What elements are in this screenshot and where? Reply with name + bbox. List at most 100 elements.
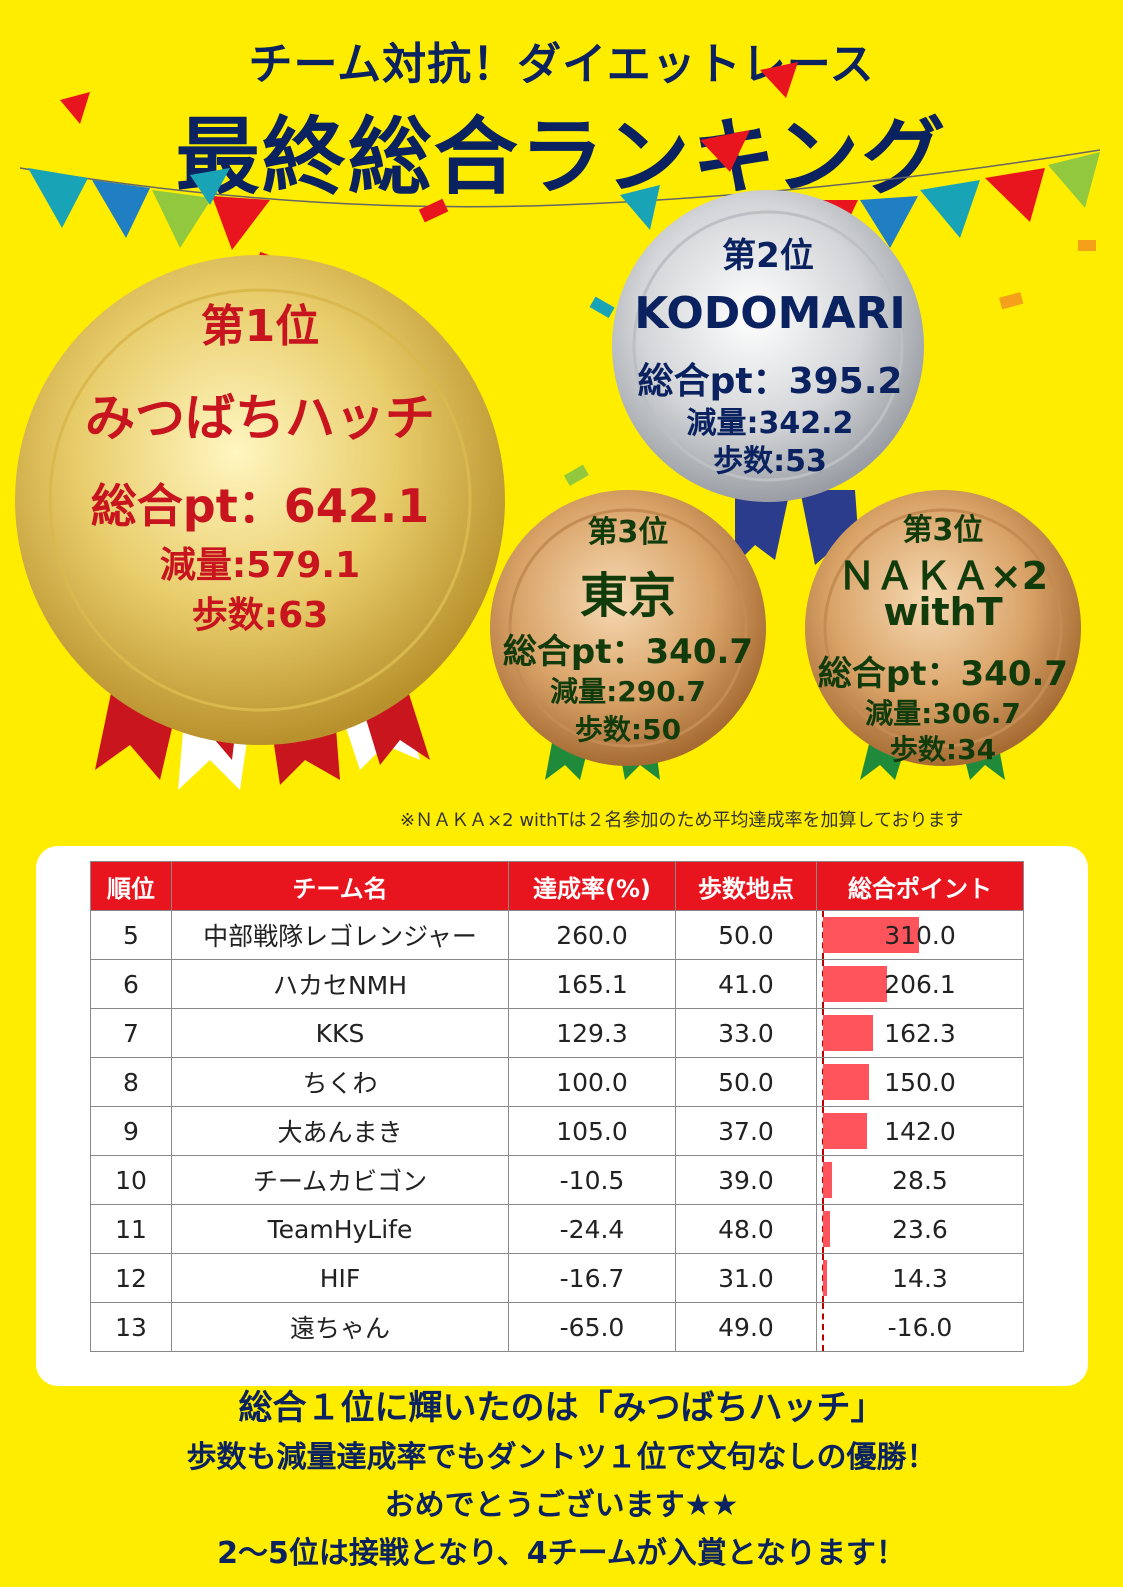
points-bar <box>823 1211 830 1247</box>
table-row: 6 ハカセNMH 165.1 41.0 206.1 <box>90 959 1024 1009</box>
silver-weight: 減量:342.2 <box>686 406 854 441</box>
rate-cell: 260.0 <box>508 910 676 960</box>
team-cell: ちくわ <box>171 1057 509 1107</box>
steps-cell: 49.0 <box>675 1302 817 1352</box>
table-row: 5 中部戦隊レゴレンジャー 260.0 50.0 310.0 <box>90 910 1024 960</box>
rate-cell: 100.0 <box>508 1057 676 1107</box>
rate-cell: -24.4 <box>508 1204 676 1254</box>
rank-cell: 7 <box>90 1008 172 1058</box>
silver-rank: 第2位 <box>722 236 814 276</box>
rank-cell: 12 <box>90 1253 172 1303</box>
points-value: 162.3 <box>884 1018 956 1048</box>
points-bar <box>823 1162 832 1198</box>
team-cell: 中部戦隊レゴレンジャー <box>171 910 509 960</box>
steps-cell: 50.0 <box>675 1057 817 1107</box>
bronze1-total: 総合pt：340.7 <box>502 632 754 672</box>
gold-weight: 減量:579.1 <box>159 545 361 586</box>
bronze1-weight: 減量:290.7 <box>550 675 706 708</box>
table-row: 13 遠ちゃん -65.0 49.0 -16.0 <box>90 1302 1024 1352</box>
bronze1-steps: 歩数:50 <box>574 713 682 746</box>
gold-medal-icon <box>15 255 505 745</box>
points-cell: 150.0 <box>816 1057 1024 1107</box>
rate-cell: 105.0 <box>508 1106 676 1156</box>
points-cell: -16.0 <box>816 1302 1024 1352</box>
points-cell: 28.5 <box>816 1155 1024 1205</box>
team-cell: TeamHyLife <box>171 1204 509 1254</box>
rank-cell: 13 <box>90 1302 172 1352</box>
points-bar <box>823 1015 873 1051</box>
team-cell: KKS <box>171 1008 509 1058</box>
silver-team: KODOMARI <box>634 288 906 339</box>
points-cell: 142.0 <box>816 1106 1024 1156</box>
table-row: 7 KKS 129.3 33.0 162.3 <box>90 1008 1024 1058</box>
bronze-medal-icon <box>805 490 1081 766</box>
bronze-medal-icon <box>490 490 766 766</box>
silver-total: 総合pt：395.2 <box>637 361 903 402</box>
footer-line-4: 2〜5位は接戦となり、4チームが入賞となります！ <box>217 1536 906 1571</box>
points-value: 150.0 <box>884 1067 956 1097</box>
page-title: 最終総合ランキング <box>175 108 948 206</box>
bronze2-total: 総合pt：340.7 <box>817 654 1069 694</box>
table-row: 12 HIF -16.7 31.0 14.3 <box>90 1253 1024 1303</box>
team-cell: HIF <box>171 1253 509 1303</box>
rank-cell: 11 <box>90 1204 172 1254</box>
points-cell: 162.3 <box>816 1008 1024 1058</box>
points-value: 206.1 <box>884 969 956 999</box>
points-bar <box>823 1260 827 1296</box>
points-cell: 206.1 <box>816 959 1024 1009</box>
rank-cell: 10 <box>90 1155 172 1205</box>
rate-cell: -10.5 <box>508 1155 676 1205</box>
rank-cell: 9 <box>90 1106 172 1156</box>
column-header-rate: 達成率(%) <box>508 861 676 911</box>
points-cell: 310.0 <box>816 910 1024 960</box>
points-value: 23.6 <box>892 1214 948 1244</box>
bronze1-team: 東京 <box>579 568 676 624</box>
subtitle: チーム対抗！ダイエットレース <box>248 39 875 90</box>
rate-cell: -16.7 <box>508 1253 676 1303</box>
points-cell: 14.3 <box>816 1253 1024 1303</box>
bronze2-steps: 歩数:34 <box>889 733 997 766</box>
points-value: 310.0 <box>884 920 956 950</box>
rate-cell: 129.3 <box>508 1008 676 1058</box>
points-bar <box>823 966 887 1002</box>
points-value: -16.0 <box>887 1312 953 1342</box>
gold-total: 総合pt：642.1 <box>90 479 430 533</box>
decoration-layer <box>19 62 1101 790</box>
points-value: 142.0 <box>884 1116 956 1146</box>
team-cell: ハカセNMH <box>171 959 509 1009</box>
points-value: 28.5 <box>892 1165 948 1195</box>
team-cell: 遠ちゃん <box>171 1302 509 1352</box>
table-row: 9 大あんまき 105.0 37.0 142.0 <box>90 1106 1024 1156</box>
steps-cell: 33.0 <box>675 1008 817 1058</box>
steps-cell: 31.0 <box>675 1253 817 1303</box>
steps-cell: 39.0 <box>675 1155 817 1205</box>
bronze2-rank: 第3位 <box>902 513 984 548</box>
team-cell: チームカビゴン <box>171 1155 509 1205</box>
bronze2-weight: 減量:306.7 <box>865 697 1021 730</box>
column-header-points: 総合ポイント <box>816 861 1024 911</box>
rate-cell: -65.0 <box>508 1302 676 1352</box>
table-row: 8 ちくわ 100.0 50.0 150.0 <box>90 1057 1024 1107</box>
steps-cell: 48.0 <box>675 1204 817 1254</box>
gold-rank: 第1位 <box>200 301 320 352</box>
bar-axis <box>822 1303 824 1351</box>
silver-medal-icon <box>612 190 924 502</box>
column-header-steps: 歩数地点 <box>675 861 817 911</box>
bronze2-team-line2: withT <box>883 590 1003 634</box>
gold-steps: 歩数:63 <box>191 595 329 636</box>
footer-line-3: おめでとうございます★★ <box>384 1488 739 1523</box>
points-cell: 23.6 <box>816 1204 1024 1254</box>
ranking-table: 順位 チーム名 達成率(%) 歩数地点 総合ポイント 5 中部戦隊レゴレンジャー 2… <box>90 861 1024 1352</box>
rate-cell: 165.1 <box>508 959 676 1009</box>
steps-cell: 37.0 <box>675 1106 817 1156</box>
steps-cell: 41.0 <box>675 959 817 1009</box>
rank-cell: 6 <box>90 959 172 1009</box>
rank-cell: 5 <box>90 910 172 960</box>
bronze2-team: ＮＡＫＡ×2 <box>837 554 1049 598</box>
steps-cell: 50.0 <box>675 910 817 960</box>
points-bar <box>823 1113 867 1149</box>
silver-steps: 歩数:53 <box>713 444 827 479</box>
footer-line-2: 歩数も減量達成率でもダントツ１位で文句なしの優勝！ <box>186 1440 937 1475</box>
points-value: 14.3 <box>892 1263 948 1293</box>
team-cell: 大あんまき <box>171 1106 509 1156</box>
